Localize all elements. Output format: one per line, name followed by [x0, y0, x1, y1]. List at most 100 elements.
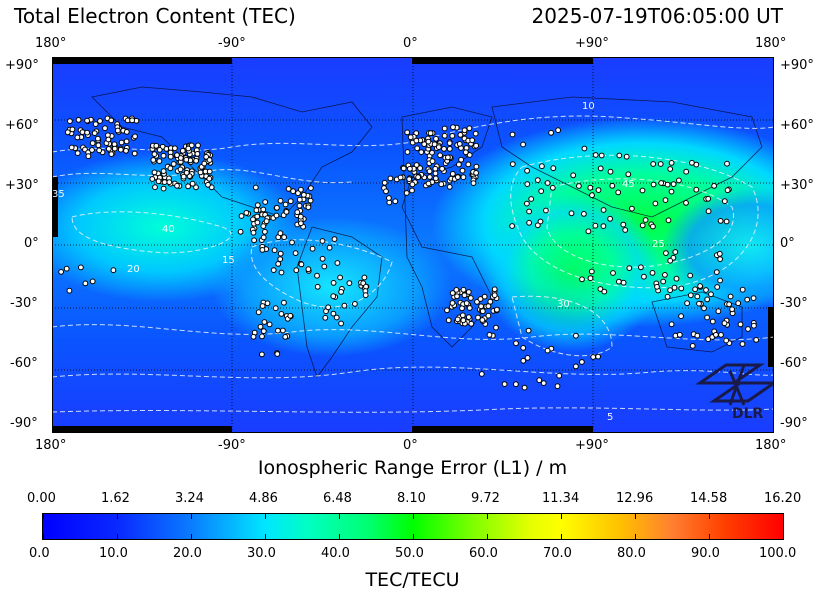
- gnss-station-marker: [717, 256, 723, 263]
- gnss-station-marker: [415, 174, 422, 181]
- gnss-station-marker: [409, 181, 416, 188]
- contour-label: 15: [222, 255, 235, 266]
- gnss-station-marker: [449, 290, 456, 296]
- gnss-station-marker: [89, 147, 95, 153]
- gnss-station-marker: [257, 323, 264, 330]
- gnss-station-marker: [105, 136, 112, 143]
- gnss-station-marker: [576, 183, 582, 189]
- gnss-station-marker: [449, 171, 456, 177]
- gnss-station-marker: [620, 279, 627, 286]
- gnss-station-marker: [713, 331, 719, 338]
- gnss-station-marker: [625, 171, 632, 178]
- lon-tick-top-180e: 180°: [755, 36, 787, 51]
- gnss-station-marker: [456, 141, 463, 147]
- gnss-station-marker: [426, 174, 433, 180]
- gnss-station-marker: [544, 180, 551, 186]
- gnss-station-marker: [95, 135, 101, 142]
- gnss-station-marker: [259, 303, 266, 309]
- gnss-station-marker: [270, 267, 277, 274]
- gnss-station-marker: [544, 347, 551, 354]
- gnss-station-marker: [281, 234, 288, 241]
- asia-outline: [491, 96, 763, 218]
- gnss-station-marker: [406, 176, 413, 182]
- gnss-station-marker: [273, 212, 280, 219]
- gnss-station-marker: [333, 314, 340, 321]
- gnss-station-marker: [259, 351, 265, 358]
- gnss-station-marker: [296, 196, 303, 203]
- gnss-station-marker: [622, 227, 629, 233]
- gnss-station-marker: [726, 301, 732, 308]
- polar-bar-bottom-west: [52, 426, 232, 433]
- contour-line: [546, 178, 734, 268]
- contour-line: [71, 211, 232, 254]
- gnss-station-marker: [528, 196, 535, 202]
- colorbar-bottom-tick: 20.0: [173, 546, 202, 561]
- gnss-station-marker: [581, 145, 588, 152]
- gnss-station-marker: [68, 144, 75, 151]
- map-title: Total Electron Content (TEC): [14, 4, 296, 28]
- gnss-station-marker: [751, 322, 757, 329]
- gnss-station-marker: [197, 169, 204, 176]
- gnss-station-marker: [189, 180, 196, 187]
- lon-tick-bottom-0: 0°: [403, 438, 418, 453]
- gnss-station-marker: [664, 181, 671, 188]
- gnss-station-marker: [641, 273, 647, 280]
- gnss-station-marker: [308, 185, 314, 192]
- gnss-station-marker: [687, 272, 694, 279]
- gnss-station-marker: [717, 218, 724, 224]
- gnss-station-marker: [467, 295, 474, 301]
- gnss-station-marker: [662, 197, 669, 204]
- colorbar-bottom-tick: 10.0: [99, 546, 128, 561]
- lat-tick-right-30s: -30°: [780, 296, 808, 311]
- contour-line: [52, 324, 774, 341]
- gnss-station-marker: [694, 332, 701, 339]
- gnss-station-marker: [556, 372, 563, 379]
- gnss-station-marker: [526, 219, 533, 226]
- gnss-station-marker: [485, 312, 492, 319]
- gnss-station-marker: [254, 202, 261, 209]
- gnss-station-marker: [454, 316, 461, 323]
- gnss-station-marker: [321, 263, 328, 270]
- gnss-station-marker: [432, 165, 439, 172]
- gnss-station-marker: [689, 159, 695, 166]
- gnss-station-marker: [704, 314, 710, 321]
- colorbar-top-tick: 16.20: [764, 491, 802, 506]
- gnss-station-marker: [301, 192, 307, 198]
- gnss-station-marker: [660, 278, 667, 285]
- gnss-station-marker: [352, 301, 358, 307]
- gnss-station-marker: [409, 187, 415, 194]
- gnss-station-marker: [206, 168, 213, 175]
- gnss-station-marker: [678, 285, 685, 292]
- colorbar-top-tick: 8.10: [397, 491, 426, 506]
- colorbar-top-tick: 0.00: [27, 491, 56, 506]
- gnss-station-marker: [623, 153, 630, 160]
- gnss-station-marker: [129, 117, 135, 124]
- gnss-station-marker: [610, 270, 616, 276]
- gnss-station-marker: [550, 165, 557, 172]
- gnss-station-marker: [403, 190, 410, 196]
- gnss-station-marker: [361, 274, 368, 281]
- gnss-station-marker: [524, 355, 531, 361]
- gnss-station-marker: [151, 151, 158, 157]
- gnss-station-marker: [183, 169, 190, 176]
- gnss-station-marker: [331, 236, 338, 243]
- colorbar-tick-mark: [709, 534, 710, 539]
- gnss-station-marker: [481, 293, 488, 300]
- colorbar-bottom-tick: 30.0: [247, 546, 276, 561]
- colorbar-tick-mark: [191, 514, 192, 519]
- gnss-station-marker: [458, 156, 465, 163]
- gnss-station-marker: [255, 309, 262, 316]
- gnss-station-marker: [432, 175, 439, 182]
- gnss-station-marker: [153, 142, 160, 149]
- gnss-station-marker: [595, 187, 602, 194]
- lat-tick-right-60s: -60°: [780, 356, 808, 371]
- gnss-station-marker: [84, 129, 90, 136]
- dlr-logo-mark: [695, 363, 774, 406]
- gnss-station-marker: [89, 278, 96, 285]
- gnss-station-marker: [195, 142, 201, 149]
- gnss-station-marker: [75, 117, 82, 123]
- gnss-station-marker: [174, 152, 180, 158]
- gnss-station-marker: [274, 204, 280, 211]
- gnss-station-marker: [509, 223, 516, 229]
- gnss-station-marker: [185, 183, 192, 190]
